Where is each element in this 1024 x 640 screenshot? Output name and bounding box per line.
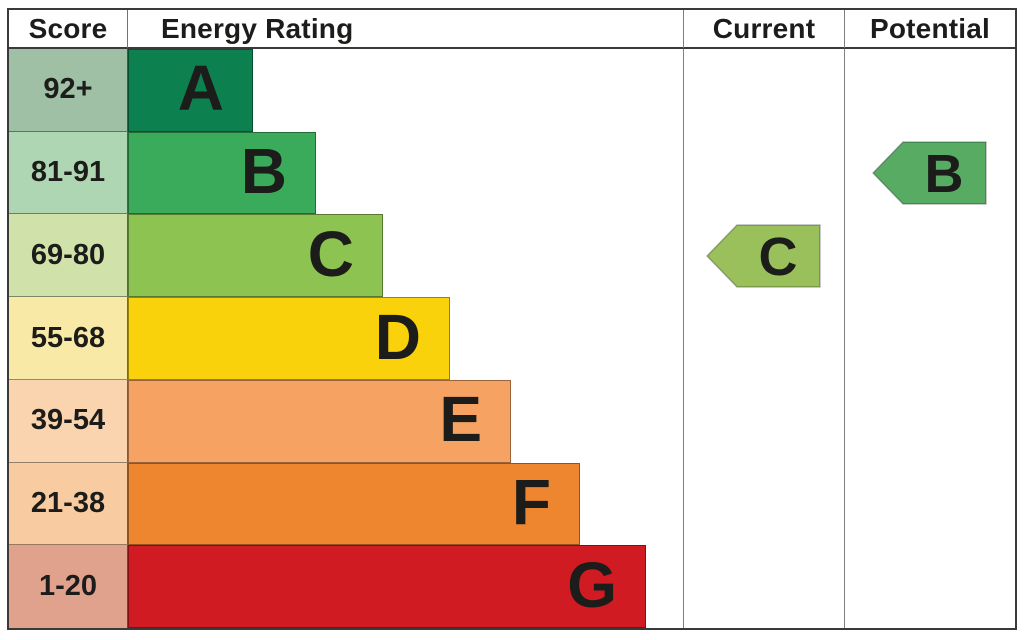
header-current: Current — [684, 10, 845, 49]
current-cell-b — [684, 131, 845, 215]
rating-bar-b: B — [128, 131, 316, 215]
energy-cell-b: B — [128, 131, 684, 215]
energy-cell-f: F — [128, 462, 684, 546]
rating-letter-e: E — [439, 383, 482, 456]
header-potential: Potential — [845, 10, 1015, 49]
potential-cell-d — [845, 297, 1015, 380]
header-row: Score Energy Rating Current Potential — [9, 10, 1015, 49]
current-cell-d — [684, 297, 845, 380]
potential-rating-arrow: B — [872, 141, 987, 205]
energy-cell-c: C — [128, 214, 684, 298]
band-row-g: 1-20 G — [9, 545, 1015, 629]
band-row-e: 39-54 E — [9, 379, 1015, 463]
current-rating-arrow: C — [706, 224, 821, 288]
potential-rating-arrow-letter: B — [925, 144, 964, 204]
rating-bar-e: E — [128, 379, 511, 463]
rating-bar-d: D — [128, 297, 450, 380]
current-cell-a — [684, 49, 845, 132]
header-energy-rating: Energy Rating — [128, 10, 684, 49]
band-row-c: 69-80 C C — [9, 214, 1015, 298]
header-score: Score — [9, 10, 128, 49]
energy-cell-a: A — [128, 49, 684, 132]
current-rating-arrow-letter: C — [759, 227, 798, 287]
potential-rating-arrow-shape — [872, 141, 987, 205]
score-range-a: 92+ — [9, 49, 128, 132]
rating-letter-d: D — [374, 300, 421, 373]
rating-letter-c: C — [307, 217, 354, 290]
epc-energy-rating-chart: Score Energy Rating Current Potential 92… — [7, 8, 1017, 630]
potential-cell-f — [845, 463, 1015, 546]
potential-cell-c — [845, 214, 1015, 297]
energy-cell-d: D — [128, 297, 684, 380]
energy-cell-g: G — [128, 545, 684, 629]
score-range-c: 69-80 — [9, 214, 128, 298]
rating-bar-a: A — [128, 49, 253, 132]
rating-bar-f: F — [128, 462, 580, 546]
current-cell-g — [684, 545, 845, 629]
score-range-d: 55-68 — [9, 297, 128, 380]
rating-letter-b: B — [240, 135, 287, 208]
current-cell-f — [684, 462, 845, 546]
current-rating-arrow-shape — [706, 224, 821, 288]
band-row-d: 55-68 D — [9, 297, 1015, 380]
band-row-a: 92+ A — [9, 49, 1015, 132]
score-range-e: 39-54 — [9, 379, 128, 463]
potential-cell-e — [845, 380, 1015, 463]
rating-letter-a: A — [177, 52, 224, 125]
score-range-b: 81-91 — [9, 131, 128, 215]
band-row-f: 21-38 F — [9, 462, 1015, 546]
energy-cell-e: E — [128, 379, 684, 463]
current-cell-e — [684, 379, 845, 463]
rating-letter-f: F — [511, 465, 551, 538]
potential-cell-b: B — [845, 132, 1015, 215]
band-row-b: 81-91 B B — [9, 131, 1015, 215]
current-cell-c: C — [684, 214, 845, 298]
potential-cell-a — [845, 49, 1015, 132]
score-range-g: 1-20 — [9, 545, 128, 629]
rating-letter-g: G — [567, 548, 617, 621]
potential-cell-g — [845, 545, 1015, 628]
score-range-f: 21-38 — [9, 462, 128, 546]
rating-bar-g: G — [128, 545, 646, 629]
rating-bar-c: C — [128, 214, 383, 298]
